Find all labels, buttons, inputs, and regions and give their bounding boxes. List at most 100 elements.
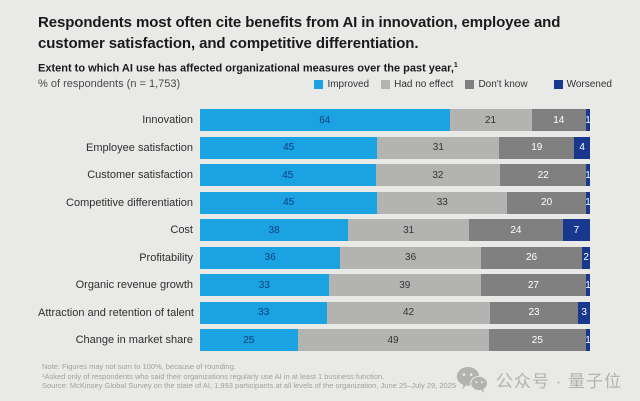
bar-segment-don-t-know: 24 [469,219,563,241]
segment-value: 26 [525,252,538,263]
bar-segment-worsened: 1 [585,274,591,296]
bar-segment-had-no-effect: 31 [377,136,500,159]
bar-segment-improved: 36 [200,246,341,269]
bar-segment-don-t-know: 27 [480,274,587,296]
bar-segment-had-no-effect: 33 [377,191,508,214]
chart: Innovation 64 21 14 1 Employee satisfaction 45… [38,109,591,357]
segment-value: 31 [403,224,415,236]
legend-item: Don't know [465,78,528,90]
chart-row: Attraction and retention of talent 33 42 23… [38,301,590,324]
chart-row: Customer satisfaction 45 32 22 1 [38,164,591,186]
segment-value: 36 [405,252,417,263]
stacked-bar: 45 32 22 1 [200,164,591,186]
category-label: Cost [170,224,193,236]
bar-segment-don-t-know: 26 [480,246,583,269]
segment-value: 22 [537,169,549,181]
legend-label: Improved [327,78,370,90]
footnote-rounding: Note: Figures may not sum to 100%, becau… [42,362,236,371]
segment-value: 23 [528,307,540,318]
stacked-bar: 45 31 19 4 [200,136,590,159]
category-label: Competitive differentiation [66,196,193,209]
segment-value: 33 [258,307,270,318]
chart-row: Competitive differentiation 45 33 20 1 [38,191,591,214]
segment-value: 3 [581,307,587,318]
stacked-bar: 33 42 23 3 [200,301,590,324]
segment-value: 1 [585,114,591,126]
respondents-note: % of respondents (n = 1,753) [38,78,181,90]
segment-value: 39 [399,279,411,291]
bar-segment-improved: 45 [200,136,378,159]
segment-value: 2 [583,252,589,263]
chart-row: Organic revenue growth 33 39 27 1 [38,274,591,296]
segment-value: 1 [585,334,591,346]
legend-label: Had no effect [394,78,454,90]
segment-value: 38 [268,224,280,236]
bar-segment-had-no-effect: 36 [340,246,481,269]
chart-subtitle: Extent to which AI use has affected orga… [38,62,458,75]
chart-subtitle-text: Extent to which AI use has affected orga… [38,62,454,75]
legend-swatch-icon [314,79,324,89]
category-label: Change in market share [75,334,193,346]
stacked-bar: 38 31 24 7 [200,219,590,241]
footnotes: Note: Figures may not sum to 100%, becau… [42,362,456,391]
segment-value: 1 [585,197,591,208]
bar-segment-had-no-effect: 32 [375,164,501,186]
bar-segment-don-t-know: 22 [500,164,587,186]
bar-segment-worsened: 1 [585,191,591,214]
bar-segment-don-t-know: 25 [488,329,587,351]
category-label: Employee satisfaction [86,141,193,154]
legend-swatch-icon [465,79,475,89]
bar-segment-had-no-effect: 21 [449,109,532,131]
footnote-marker: 1 [453,62,458,69]
segment-value: 27 [527,279,539,291]
chart-row: Profitability 36 36 26 2 [38,246,591,269]
bar-segment-improved: 45 [200,191,378,214]
bar-segment-improved: 38 [200,219,349,241]
segment-value: 33 [436,197,448,208]
bar-segment-worsened: 1 [585,164,591,186]
segment-value: 45 [283,197,295,208]
legend-swatch-icon [381,79,391,89]
watermark-text: 公众号 · 量子位 [495,372,622,391]
subnote-row: % of respondents (n = 1,753) Improved Had… [38,78,612,90]
segment-value: 45 [282,169,294,181]
bar-segment-worsened: 1 [585,109,591,131]
bar-segment-improved: 25 [200,329,298,351]
segment-value: 20 [541,197,553,208]
legend-label: Don't know [478,78,528,90]
segment-value: 1 [585,169,591,181]
bar-segment-worsened: 3 [578,301,590,324]
segment-value: 4 [579,142,585,153]
stacked-bar: 25 49 25 1 [200,329,591,351]
bar-segment-don-t-know: 23 [489,301,579,324]
category-label: Organic revenue growth [75,279,193,291]
chart-row: Innovation 64 21 14 1 [38,109,591,131]
segment-value: 25 [243,334,255,346]
bar-segment-don-t-know: 20 [507,191,587,214]
segment-value: 33 [258,279,270,291]
bar-segment-had-no-effect: 42 [327,301,490,324]
chart-row: Employee satisfaction 45 31 19 4 [38,136,590,159]
category-label: Customer satisfaction [87,169,193,181]
legend: Improved Had no effect Don't know Worsened [314,79,612,90]
segment-value: 45 [283,142,295,153]
stacked-bar: 64 21 14 1 [200,109,591,131]
bar-segment-had-no-effect: 49 [297,329,489,351]
legend-item: Improved [314,79,369,90]
category-label: Innovation [142,114,193,126]
bar-segment-worsened: 2 [582,246,591,269]
category-label: Profitability [139,251,193,264]
bar-segment-worsened: 7 [562,219,590,241]
segment-value: 7 [573,224,580,236]
bar-segment-improved: 33 [200,301,328,324]
footnote-sample: ¹Asked only of respondents who said thei… [42,371,385,381]
segment-value: 19 [531,142,543,153]
legend-item: Worsened [553,79,612,90]
watermark: 公众号 · 量子位 [456,366,622,393]
page-title: Respondents most often cite benefits fro… [38,14,561,53]
segment-value: 24 [510,224,522,236]
bar-segment-improved: 64 [200,109,450,131]
bar-segment-improved: 33 [200,274,329,296]
chart-row: Cost 38 31 24 7 [38,219,590,241]
